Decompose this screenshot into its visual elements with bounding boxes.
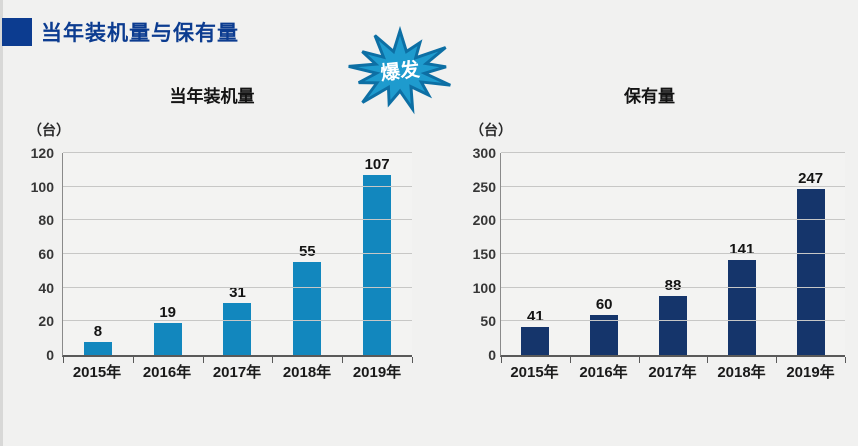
x-axis-label: 2019年	[786, 364, 835, 381]
unit-label: （台）	[28, 122, 70, 138]
gridline	[501, 286, 845, 288]
x-axis-tick	[776, 357, 778, 363]
title-accent-square	[2, 18, 32, 46]
x-axis-tick	[412, 357, 413, 363]
bar-value-label: 31	[229, 283, 246, 301]
y-tick-label: 0	[488, 347, 496, 363]
slide-header: 当年装机量与保有量	[2, 17, 239, 47]
unit-label: （台）	[470, 122, 512, 138]
bar-2018年	[293, 262, 322, 355]
gridline	[501, 152, 845, 153]
bar-slot: 8	[63, 153, 133, 355]
bar-slot: 141	[707, 153, 776, 355]
bars-row: 8 19 31 55 107	[63, 153, 412, 355]
y-axis: 0 50 100 150 200 250 300	[452, 146, 496, 362]
x-axis-tick	[202, 357, 204, 363]
gridline	[63, 152, 412, 153]
x-axis-label: 2019年	[352, 364, 402, 381]
slide-edge	[0, 0, 3, 446]
y-tick-label: 50	[480, 313, 496, 330]
bar-2019年	[796, 188, 825, 355]
bar-value-label: 141	[729, 241, 755, 259]
x-axis-tick	[707, 357, 709, 363]
chart-installations: 当年装机量 （台） 0 20 40 60 80 100 120 8 19 31 55 107 201…	[10, 78, 414, 408]
x-axis-tick	[638, 357, 640, 363]
page-title: 当年装机量与保有量	[41, 22, 239, 45]
bar-2019年	[363, 174, 392, 355]
bar-2018年	[727, 260, 756, 355]
chart-holdings: 保有量 （台） 0 50 100 150 200 250 300 41 60 88 141 247 …	[452, 78, 847, 408]
bar-value-label: 247	[798, 169, 824, 187]
x-axis-label: 2017年	[648, 364, 697, 381]
x-axis-label: 2015年	[510, 364, 559, 381]
y-tick-label: 250	[472, 178, 496, 195]
x-axis-labels: 2015年 2016年 2017年 2018年 2019年	[62, 361, 412, 382]
y-tick-label: 100	[472, 279, 496, 296]
y-tick-label: 80	[38, 212, 54, 229]
chart-title: 保有量	[624, 87, 675, 106]
y-tick-label: 150	[472, 246, 496, 262]
gridline	[63, 320, 412, 322]
bar-slot: 247	[776, 153, 845, 355]
bar-slot: 107	[342, 153, 412, 355]
x-axis-tick	[342, 357, 344, 363]
bar-slot: 19	[133, 153, 203, 355]
y-tick-label: 100	[30, 178, 54, 195]
bar-slot: 88	[639, 153, 708, 355]
gridline	[63, 185, 412, 187]
burst-icon: 爆发	[348, 25, 451, 115]
x-axis-label: 2017年	[212, 364, 262, 381]
burst-shape	[348, 25, 451, 115]
gridline	[501, 253, 845, 254]
y-tick-label: 20	[38, 313, 54, 330]
bar-2015年	[83, 341, 112, 355]
gridline	[63, 219, 412, 221]
x-axis-tick	[845, 357, 846, 363]
bar-value-label: 107	[364, 155, 390, 173]
x-axis-label: 2016年	[142, 364, 192, 381]
bar-slot: 55	[272, 153, 342, 355]
gridline	[63, 286, 412, 288]
gridline	[501, 185, 845, 187]
x-axis-tick	[501, 357, 502, 363]
bar-slot: 31	[203, 153, 273, 355]
bar-value-label: 8	[93, 322, 103, 340]
bar-value-label: 19	[159, 304, 177, 322]
bar-2016年	[153, 323, 182, 355]
bar-value-label: 60	[595, 295, 613, 313]
gridline	[501, 219, 845, 221]
x-axis-tick	[569, 357, 571, 363]
y-tick-label: 40	[38, 279, 54, 296]
gridline	[501, 320, 845, 322]
y-tick-label: 0	[46, 347, 54, 363]
chart-title: 当年装机量	[169, 87, 255, 106]
x-axis-label: 2015年	[72, 364, 122, 381]
plot-area: 8 19 31 55 107	[62, 152, 413, 363]
bar-value-label: 88	[664, 276, 682, 294]
x-axis-tick	[63, 357, 64, 363]
bar-2015年	[521, 327, 550, 355]
bar-2017年	[223, 302, 252, 355]
y-axis: 0 20 40 60 80 100 120	[10, 146, 54, 362]
bar-slot: 60	[570, 153, 639, 355]
plot-area: 41 60 88 141 247	[500, 152, 846, 363]
burst-label: 爆发	[379, 58, 421, 85]
bars-row: 41 60 88 141 247	[501, 153, 845, 355]
y-tick-label: 120	[30, 145, 54, 161]
x-axis-labels: 2015年 2016年 2017年 2018年 2019年	[500, 361, 845, 382]
x-axis-tick	[272, 357, 274, 363]
x-axis-label: 2018年	[282, 364, 332, 381]
bar-value-label: 41	[527, 308, 544, 326]
bar-slot: 41	[501, 153, 570, 355]
x-axis-label: 2016年	[579, 364, 628, 381]
y-tick-label: 60	[38, 246, 54, 262]
bar-value-label: 55	[298, 243, 316, 261]
y-tick-label: 200	[472, 212, 496, 229]
x-axis-tick	[132, 357, 134, 363]
y-tick-label: 300	[472, 145, 496, 161]
x-axis-label: 2018年	[717, 364, 766, 381]
gridline	[63, 253, 412, 254]
bar-2017年	[658, 295, 687, 355]
